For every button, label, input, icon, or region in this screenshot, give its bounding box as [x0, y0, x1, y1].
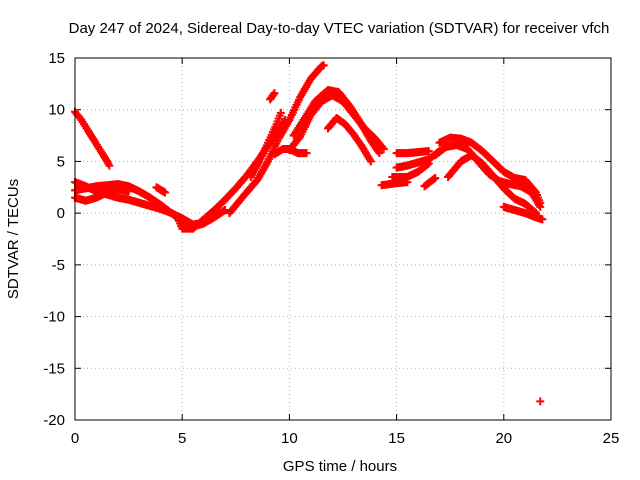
series-arc-q	[377, 178, 412, 190]
data-point	[269, 90, 278, 99]
data-point	[124, 187, 133, 196]
grid	[75, 58, 611, 420]
series-arc-n	[392, 147, 433, 158]
series-arc-m	[323, 113, 375, 166]
data-point	[161, 188, 170, 197]
y-tick-label: -5	[52, 257, 65, 274]
x-tick-label: 5	[178, 430, 186, 447]
x-axis-label: GPS time / hours	[283, 458, 397, 475]
y-tick-label: -20	[43, 412, 65, 429]
y-tick-label: 10	[48, 102, 65, 119]
series-arc-r	[435, 133, 545, 207]
data-point	[378, 143, 387, 152]
x-tick-label: 0	[71, 430, 79, 447]
data-point	[221, 206, 230, 215]
series-arc-v	[499, 202, 547, 224]
series-outlier	[536, 397, 545, 406]
data-point	[270, 89, 279, 98]
series-arc-t	[444, 151, 540, 218]
y-tick-label: -10	[43, 309, 65, 326]
plot-frame	[74, 57, 612, 421]
chart-title: Day 247 of 2024, Sidereal Day-to-day VTE…	[69, 20, 610, 37]
data-point	[375, 149, 384, 158]
data-point	[366, 157, 375, 166]
y-axis-label: SDTVAR / TECUs	[5, 179, 22, 299]
series-arc-i	[266, 89, 279, 104]
data-point	[319, 61, 328, 70]
y-tick-label: 15	[48, 50, 65, 67]
data-point	[276, 108, 285, 117]
data-point	[379, 145, 388, 154]
series-arc-p	[388, 159, 433, 181]
series-arc-k	[285, 91, 388, 155]
series-arc-g	[225, 61, 328, 218]
data-point	[403, 178, 412, 187]
data-point	[424, 147, 433, 156]
series-arc-u	[420, 173, 440, 191]
x-tick-label: 15	[388, 430, 405, 447]
y-tick-label: -15	[43, 360, 65, 377]
data-point	[536, 397, 545, 406]
x-tick-label: 20	[495, 430, 512, 447]
series-arc-l	[289, 86, 384, 158]
data-point	[105, 161, 114, 170]
series-arc-a	[71, 107, 114, 170]
data-point	[538, 215, 547, 224]
y-tick-label: 5	[57, 153, 65, 170]
data-points	[71, 61, 547, 406]
y-tick-label: 0	[57, 205, 65, 222]
x-tick-label: 25	[603, 430, 620, 447]
data-point	[302, 149, 311, 158]
data-point	[431, 173, 440, 182]
data-point	[424, 159, 433, 168]
x-axis-ticks: 0 5 10 15 20 25	[71, 58, 620, 447]
data-point	[536, 202, 545, 211]
y-axis-ticks: 15 10 5 0 -5 -10 -15 -20	[43, 50, 611, 429]
series-arc-d	[71, 185, 133, 205]
series-arc-h	[246, 108, 285, 181]
x-tick-label: 10	[281, 430, 298, 447]
series-arc-e	[152, 183, 170, 197]
